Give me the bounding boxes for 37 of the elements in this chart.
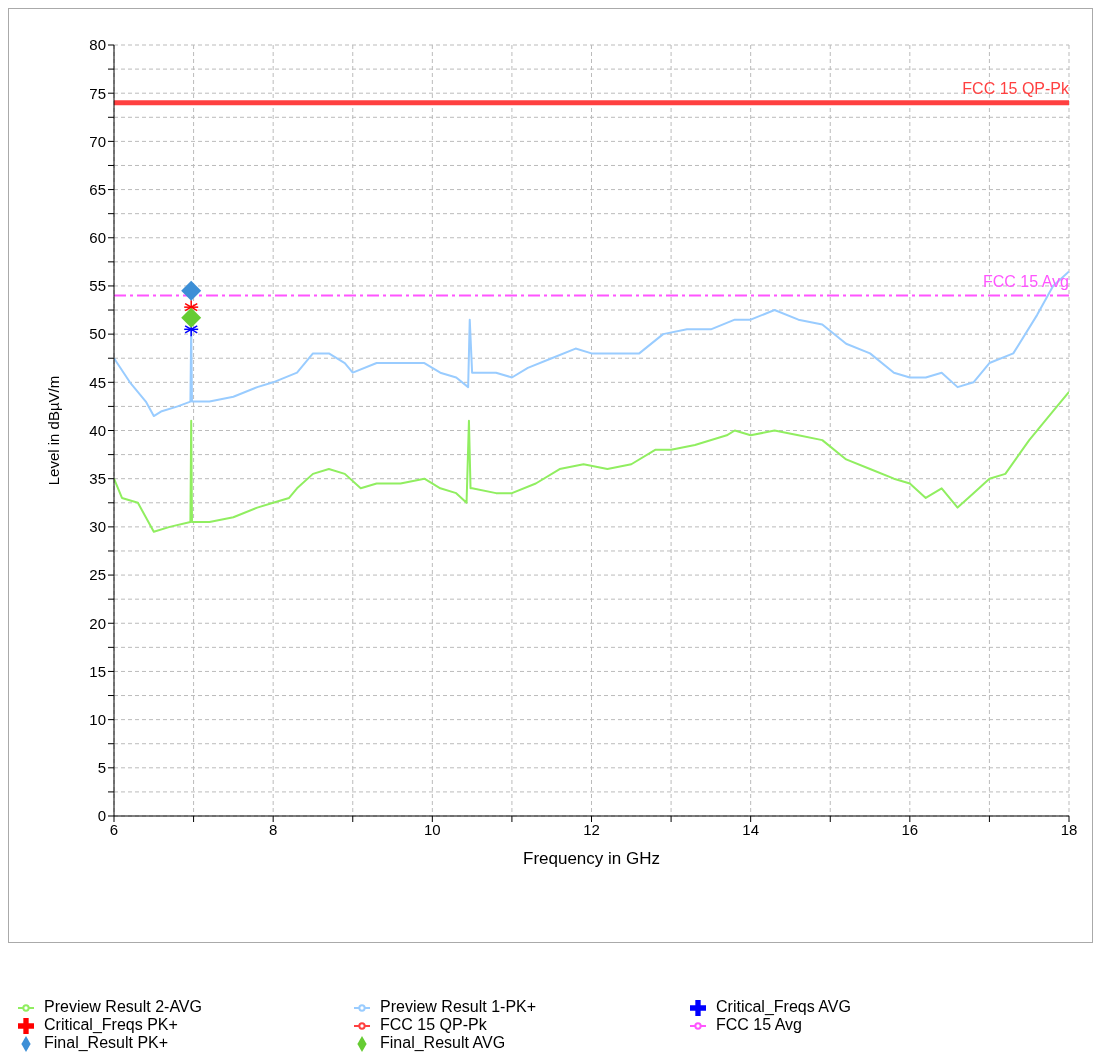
y-tick-label: 40 [89,421,106,439]
y-tick-label: 5 [97,759,106,777]
y-tick-label: 0 [97,807,106,825]
y-tick-label: 60 [89,229,106,247]
x-tick-label: 14 [742,820,760,838]
y-axis-title: Level in dBµV/m [45,375,63,486]
y-tick-label: 35 [89,470,106,488]
text: FCC 15 QP-Pk [962,79,1069,97]
y-tick-label: 80 [89,36,106,54]
y-tick-label: 45 [89,373,106,391]
y-tick-label: 25 [89,566,106,584]
line-series [114,390,1069,533]
x-tick-label: 18 [1060,820,1078,838]
legend-label: Final_Result AVG [380,1034,507,1052]
x-tick-label: 12 [583,820,600,838]
y-tick-label: 65 [89,180,106,198]
x-tick-label: 16 [901,820,919,838]
y-tick-label: 15 [89,662,106,680]
legend-label: Preview Result 2-AVG [44,998,203,1016]
line-series [114,270,1069,418]
legend-label: FCC 15 QP-Pk [380,1016,488,1034]
legend-label: Critical_Freqs PK+ [44,1016,179,1034]
legend-label: Critical_Freqs AVG [716,998,852,1016]
x-tick-label: 6 [109,820,119,838]
x-tick-label: 10 [423,820,441,838]
legend-label: FCC 15 Avg [716,1016,803,1034]
x-tick-label: 8 [268,820,278,838]
legend-label: Final_Result PK+ [44,1034,170,1052]
x-axis-title: Frequency in GHz [523,849,660,868]
y-tick-label: 55 [89,277,106,295]
y-tick-label: 50 [89,325,106,343]
y-tick-label: 75 [89,84,106,102]
y-tick-label: 10 [89,710,106,728]
y-tick-label: 20 [89,614,106,632]
y-tick-label: 70 [89,132,106,150]
legend-label: Preview Result 1-PK+ [380,998,538,1016]
y-tick-label: 30 [89,518,106,536]
